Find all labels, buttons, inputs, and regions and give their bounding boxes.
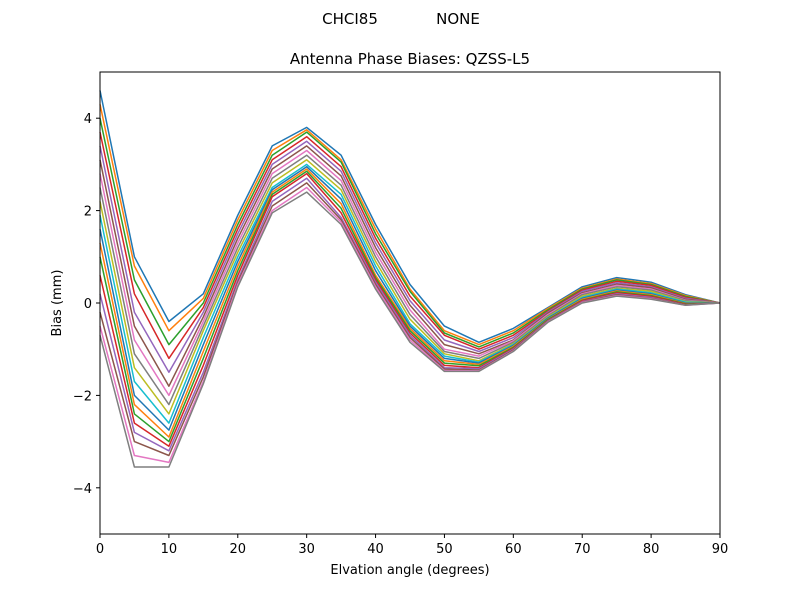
series-line-9 — [99, 159, 721, 415]
series-line-2 — [99, 104, 721, 346]
y-tick-label: −2 — [73, 389, 92, 404]
x-tick-label: 90 — [712, 542, 729, 557]
series-line-6 — [99, 145, 721, 387]
series-line-8 — [99, 154, 721, 406]
series-line-14 — [99, 172, 721, 447]
series-line-12 — [99, 168, 721, 438]
x-tick-label: 50 — [436, 542, 453, 557]
y-tick-label: −4 — [73, 482, 92, 497]
x-tick-label: 30 — [298, 542, 315, 557]
x-axis-label: Elvation angle (degrees) — [330, 563, 489, 578]
radome-label: NONE — [436, 10, 480, 28]
series-line-18 — [99, 191, 721, 468]
y-tick-label: 4 — [84, 112, 92, 127]
x-axis: 0 10 20 30 40 50 60 70 80 90 — [96, 534, 728, 557]
series-line-11 — [99, 165, 720, 431]
series-group — [99, 90, 721, 468]
x-tick-label: 80 — [643, 542, 660, 557]
y-axis-label: Bias (mm) — [50, 270, 65, 337]
x-tick-label: 70 — [574, 542, 591, 557]
series-line-16 — [99, 182, 721, 457]
chart-title: Antenna Phase Biases: QZSS-L5 — [290, 50, 530, 68]
x-tick-label: 60 — [505, 542, 522, 557]
y-tick-label: 2 — [84, 205, 92, 220]
series-line-5 — [99, 140, 721, 374]
series-line-15 — [99, 177, 721, 452]
x-tick-label: 10 — [161, 542, 178, 557]
series-line-10 — [99, 163, 721, 424]
series-line-3 — [99, 118, 721, 348]
series-line-1 — [99, 90, 721, 344]
x-tick-label: 20 — [230, 542, 247, 557]
y-axis: −4 −2 0 2 4 — [73, 112, 100, 497]
station-label: CHCI85 — [322, 10, 378, 28]
x-tick-label: 40 — [367, 542, 384, 557]
x-tick-label: 0 — [96, 542, 104, 557]
y-tick-label: 0 — [84, 297, 92, 312]
series-line-13 — [99, 170, 721, 443]
series-line-7 — [99, 149, 721, 397]
series-line-4 — [99, 131, 721, 360]
